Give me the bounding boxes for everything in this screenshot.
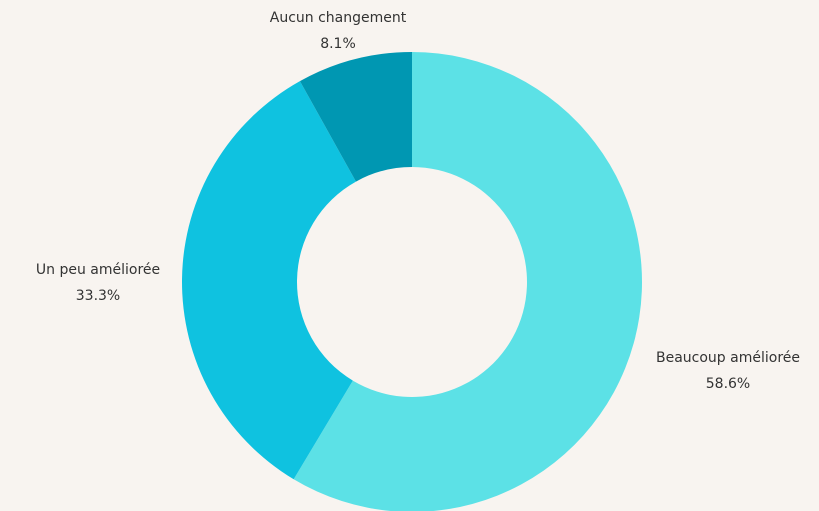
slice-label: Beaucoup améliorée xyxy=(656,350,800,366)
donut-slice xyxy=(181,81,356,480)
donut-slice xyxy=(293,52,643,511)
slice-label: Un peu améliorée xyxy=(36,262,160,278)
slice-value-label: 33.3% xyxy=(76,288,120,304)
slice-label: Aucun changement xyxy=(270,10,407,26)
donut-slice xyxy=(299,52,412,182)
slice-value-label: 58.6% xyxy=(706,376,750,392)
slice-value-label: 8.1% xyxy=(320,36,356,52)
